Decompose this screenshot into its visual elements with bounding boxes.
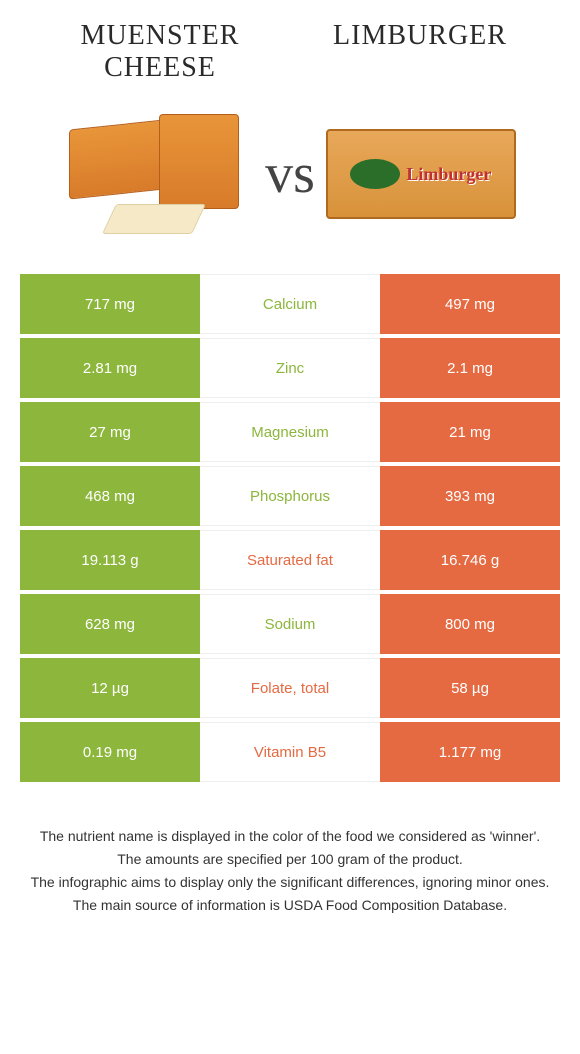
- vs-row: vs Limburger: [0, 94, 580, 274]
- footer-line: The nutrient name is displayed in the co…: [20, 826, 560, 847]
- table-row: 2.81 mgZinc2.1 mg: [20, 338, 560, 398]
- left-value-cell: 2.81 mg: [20, 338, 200, 398]
- table-row: 0.19 mgVitamin B51.177 mg: [20, 722, 560, 782]
- nutrient-name-cell: Magnesium: [200, 402, 380, 462]
- left-value-cell: 27 mg: [20, 402, 200, 462]
- nutrient-name-cell: Sodium: [200, 594, 380, 654]
- nutrient-name-cell: Zinc: [200, 338, 380, 398]
- footer-line: The amounts are specified per 100 gram o…: [20, 849, 560, 870]
- right-product-title: LIMBURGER: [290, 20, 550, 52]
- table-row: 717 mgCalcium497 mg: [20, 274, 560, 334]
- table-row: 27 mgMagnesium21 mg: [20, 402, 560, 462]
- nutrient-name-cell: Calcium: [200, 274, 380, 334]
- nutrient-comparison-table: 717 mgCalcium497 mg2.81 mgZinc2.1 mg27 m…: [20, 274, 560, 782]
- limburger-cheese-icon: Limburger: [326, 129, 516, 219]
- left-value-cell: 717 mg: [20, 274, 200, 334]
- left-product-title: MUENSTER CHEESE: [30, 20, 290, 84]
- left-value-cell: 628 mg: [20, 594, 200, 654]
- left-value-cell: 468 mg: [20, 466, 200, 526]
- nutrient-name-cell: Folate, total: [200, 658, 380, 718]
- table-row: 19.113 gSaturated fat16.746 g: [20, 530, 560, 590]
- right-value-cell: 800 mg: [380, 594, 560, 654]
- left-value-cell: 19.113 g: [20, 530, 200, 590]
- left-product-image: [59, 104, 259, 244]
- right-value-cell: 16.746 g: [380, 530, 560, 590]
- right-value-cell: 2.1 mg: [380, 338, 560, 398]
- left-value-cell: 0.19 mg: [20, 722, 200, 782]
- nutrient-name-cell: Vitamin B5: [200, 722, 380, 782]
- footer-line: The infographic aims to display only the…: [20, 872, 560, 893]
- nutrient-name-cell: Phosphorus: [200, 466, 380, 526]
- footer-notes: The nutrient name is displayed in the co…: [0, 786, 580, 938]
- header: MUENSTER CHEESE LIMBURGER: [0, 0, 580, 94]
- right-value-cell: 58 µg: [380, 658, 560, 718]
- muenster-cheese-icon: [69, 114, 249, 234]
- left-value-cell: 12 µg: [20, 658, 200, 718]
- right-value-cell: 497 mg: [380, 274, 560, 334]
- nutrient-name-cell: Saturated fat: [200, 530, 380, 590]
- table-row: 12 µgFolate, total58 µg: [20, 658, 560, 718]
- right-value-cell: 1.177 mg: [380, 722, 560, 782]
- table-row: 468 mgPhosphorus393 mg: [20, 466, 560, 526]
- right-product-image: Limburger: [321, 104, 521, 244]
- right-value-cell: 21 mg: [380, 402, 560, 462]
- vs-label: vs: [265, 146, 315, 202]
- table-row: 628 mgSodium800 mg: [20, 594, 560, 654]
- limburger-package-label: Limburger: [406, 164, 491, 185]
- footer-line: The main source of information is USDA F…: [20, 895, 560, 916]
- right-value-cell: 393 mg: [380, 466, 560, 526]
